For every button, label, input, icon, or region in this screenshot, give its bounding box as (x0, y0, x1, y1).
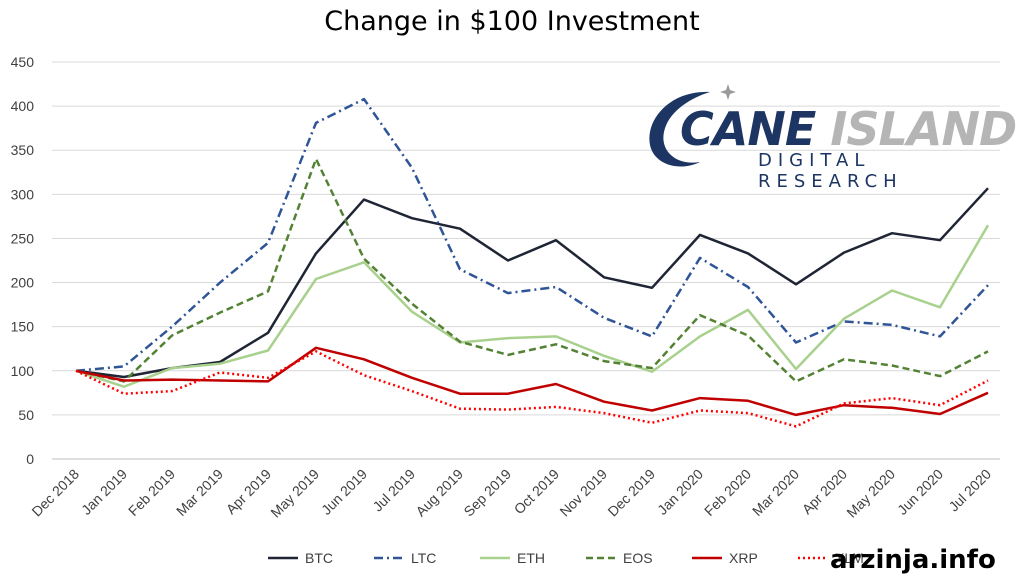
x-tick-label: Jun 2020 (894, 466, 946, 518)
y-tick-label: 400 (11, 98, 35, 114)
y-tick-label: 150 (11, 319, 35, 335)
cane-island-logo: CANE ISLAND DIGITAL RESEARCH (640, 80, 1020, 192)
legend-label-eos: EOS (623, 550, 653, 566)
series-line-eth (75, 224, 990, 388)
chart-title: Change in $100 Investment (324, 6, 700, 37)
series-line-xrp (75, 346, 989, 417)
y-tick-label: 0 (26, 451, 34, 467)
y-tick-label: 350 (11, 142, 35, 158)
x-tick-label: Jul 2020 (945, 466, 994, 515)
legend-label-eth: ETH (517, 550, 545, 566)
x-tick-label: Jun 2019 (318, 466, 370, 518)
x-tick-label: Oct 2019 (511, 466, 563, 518)
x-tick-label: Aug 2019 (412, 466, 466, 520)
x-tick-label: May 2019 (267, 466, 322, 521)
legend-label-xrp: XRP (729, 550, 758, 566)
x-tick-label: Dec 2018 (28, 466, 82, 520)
series-line-btc (75, 187, 989, 379)
y-tick-label: 250 (11, 230, 35, 246)
x-tick-label: May 2020 (843, 466, 898, 521)
series-line-eos (75, 157, 989, 383)
series-line-xlm (75, 350, 989, 428)
logo-wordmark: CANE ISLAND (680, 102, 1017, 156)
y-tick-label: 450 (11, 54, 35, 70)
x-tick-label: Jul 2019 (369, 466, 418, 515)
y-tick-label: 300 (11, 186, 35, 202)
y-tick-label: 50 (18, 407, 34, 423)
x-tick-label: Mar 2020 (749, 466, 802, 519)
logo-subtitle: DIGITAL RESEARCH (758, 150, 903, 192)
x-tick-label: Nov 2019 (556, 466, 610, 520)
x-tick-label: Sep 2019 (460, 466, 514, 520)
x-tick-label: Jan 2019 (78, 466, 130, 518)
logo-swoosh-icon (649, 84, 736, 167)
watermark-text: arzinja.info (830, 545, 996, 575)
legend-label-xlm: XLM (835, 550, 864, 566)
x-tick-label: Dec 2019 (604, 466, 658, 520)
x-tick-label: Jan 2020 (654, 466, 706, 518)
legend-label-btc: BTC (305, 550, 333, 566)
x-tick-label: Feb 2020 (701, 466, 754, 519)
legend-label-ltc: LTC (411, 550, 436, 566)
y-tick-label: 100 (11, 363, 35, 379)
y-tick-label: 200 (11, 275, 35, 291)
x-tick-label: Mar 2019 (173, 466, 226, 519)
x-tick-label: Feb 2019 (125, 466, 178, 519)
